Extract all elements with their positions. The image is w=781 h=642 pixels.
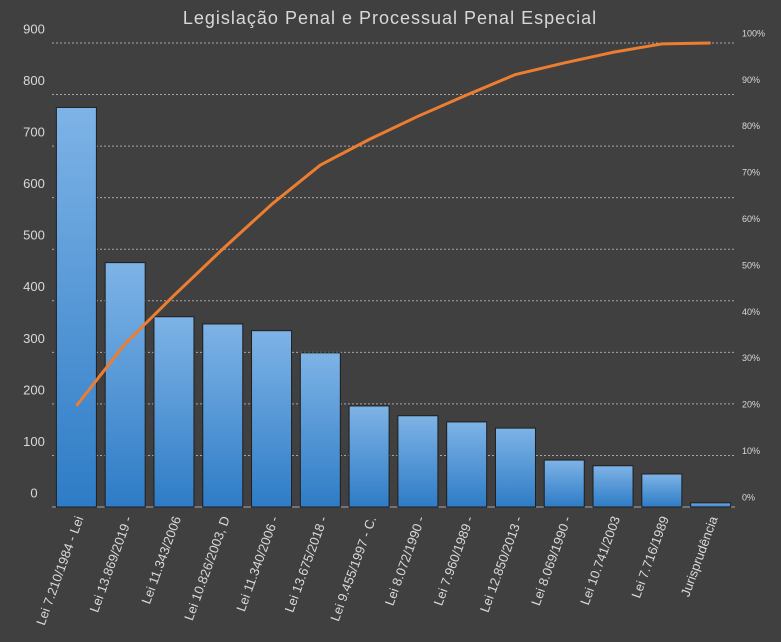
bar [446,421,488,508]
y2-tick-label: 60% [742,214,760,224]
y-tick-label: 700 [23,125,45,140]
bar [397,415,439,508]
y-tick-label: 500 [23,228,45,243]
y2-tick-label: 40% [742,307,760,317]
bar [153,316,195,508]
y-tick-label: 200 [23,382,45,397]
cumulative-line [75,41,711,407]
bar [104,262,146,508]
y-tick-label: 100 [23,434,45,449]
y2-tick-label: 80% [742,121,760,131]
y-tick-label: 900 [23,21,45,36]
y-tick-label: 0 [30,485,37,500]
bar [543,459,585,508]
y2-tick-label: 70% [742,168,760,178]
bar [55,106,97,508]
bar [348,405,390,508]
bar [690,502,732,508]
y2-tick-label: 20% [742,400,760,410]
y2-tick-label: 50% [742,260,760,270]
y-tick-label: 300 [23,331,45,346]
y-tick-label: 600 [23,176,45,191]
y2-tick-label: 30% [742,353,760,363]
y2-tick-label: 90% [742,75,760,85]
bar [641,473,683,508]
bar [494,427,536,508]
chart-title: Legislação Penal e Processual Penal Espe… [183,8,597,28]
y2-tick-label: 10% [742,446,760,456]
bar [202,323,244,508]
bar [592,465,634,508]
y-tick-label: 400 [23,279,45,294]
bar [299,352,341,508]
y2-tick-label: 100% [742,28,765,38]
y-tick-label: 800 [23,73,45,88]
y2-tick-label: 0% [742,492,755,502]
bar [251,330,293,508]
